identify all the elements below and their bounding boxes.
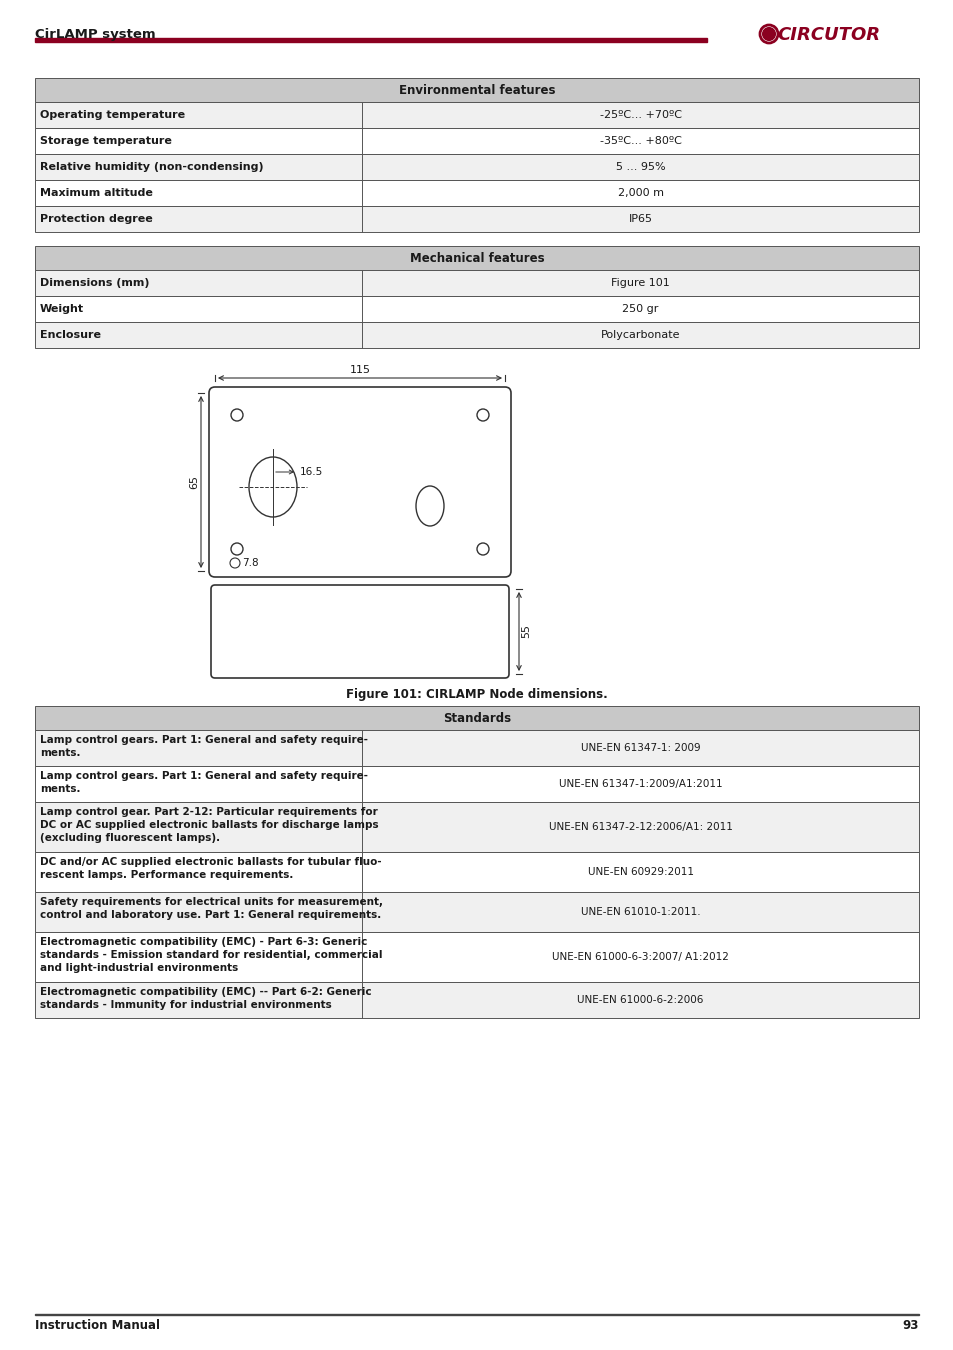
Text: UNE-EN 61000-6-3:2007/ A1:2012: UNE-EN 61000-6-3:2007/ A1:2012 xyxy=(552,952,728,963)
Bar xyxy=(35,706,918,730)
Text: Environmental features: Environmental features xyxy=(398,84,555,96)
Bar xyxy=(35,981,918,1018)
Bar xyxy=(35,38,706,42)
Text: 16.5: 16.5 xyxy=(299,467,323,477)
Text: Figure 101: CIRLAMP Node dimensions.: Figure 101: CIRLAMP Node dimensions. xyxy=(346,688,607,701)
Text: -25ºC... +70ºC: -25ºC... +70ºC xyxy=(598,109,680,120)
FancyBboxPatch shape xyxy=(209,387,511,576)
Text: UNE-EN 61000-6-2:2006: UNE-EN 61000-6-2:2006 xyxy=(577,995,703,1004)
Text: 2,000 m: 2,000 m xyxy=(617,188,663,198)
Text: Relative humidity (non-condensing): Relative humidity (non-condensing) xyxy=(40,162,263,171)
Text: Safety requirements for electrical units for measurement,
control and laboratory: Safety requirements for electrical units… xyxy=(40,896,382,919)
Text: UNE-EN 61347-1: 2009: UNE-EN 61347-1: 2009 xyxy=(580,743,700,753)
Text: Dimensions (mm): Dimensions (mm) xyxy=(40,278,150,288)
Bar xyxy=(35,802,918,852)
Text: Figure 101: Figure 101 xyxy=(611,278,669,288)
Text: Standards: Standards xyxy=(442,711,511,725)
Bar xyxy=(35,892,918,931)
Text: Lamp control gears. Part 1: General and safety require-
ments.: Lamp control gears. Part 1: General and … xyxy=(40,771,368,794)
Bar xyxy=(35,765,918,802)
Bar xyxy=(35,323,918,348)
Text: Polycarbonate: Polycarbonate xyxy=(600,329,679,340)
Circle shape xyxy=(760,26,778,43)
Text: 93: 93 xyxy=(902,1319,918,1332)
Text: Enclosure: Enclosure xyxy=(40,329,101,340)
Text: IP65: IP65 xyxy=(628,215,652,224)
Text: Weight: Weight xyxy=(40,304,84,315)
Text: Operating temperature: Operating temperature xyxy=(40,109,185,120)
Bar xyxy=(35,1314,918,1315)
Text: Protection degree: Protection degree xyxy=(40,215,152,224)
Bar xyxy=(35,931,918,981)
Text: Lamp control gears. Part 1: General and safety require-
ments.: Lamp control gears. Part 1: General and … xyxy=(40,734,368,757)
Text: 5 ... 95%: 5 ... 95% xyxy=(615,162,664,171)
Bar xyxy=(35,103,918,128)
Circle shape xyxy=(231,409,243,421)
Text: 55: 55 xyxy=(520,625,531,639)
Bar xyxy=(35,180,918,207)
Text: Mechanical features: Mechanical features xyxy=(409,251,544,265)
Text: UNE-EN 61010-1:2011.: UNE-EN 61010-1:2011. xyxy=(580,907,700,917)
Text: CirLAMP system: CirLAMP system xyxy=(35,28,155,40)
Circle shape xyxy=(476,543,489,555)
Text: Storage temperature: Storage temperature xyxy=(40,136,172,146)
Bar xyxy=(35,128,918,154)
Circle shape xyxy=(231,543,243,555)
Bar xyxy=(35,852,918,892)
Text: -35ºC... +80ºC: -35ºC... +80ºC xyxy=(599,136,680,146)
Circle shape xyxy=(476,409,489,421)
Bar xyxy=(35,207,918,232)
Text: Lamp control gear. Part 2-12: Particular requirements for
DC or AC supplied elec: Lamp control gear. Part 2-12: Particular… xyxy=(40,807,378,842)
Text: Electromagnetic compatibility (EMC) -- Part 6-2: Generic
standards - Immunity fo: Electromagnetic compatibility (EMC) -- P… xyxy=(40,987,372,1010)
FancyBboxPatch shape xyxy=(211,585,509,678)
Ellipse shape xyxy=(416,486,443,526)
Text: UNE-EN 61347-2-12:2006/A1: 2011: UNE-EN 61347-2-12:2006/A1: 2011 xyxy=(548,822,732,832)
Text: UNE-EN 60929:2011: UNE-EN 60929:2011 xyxy=(587,867,693,878)
Text: 65: 65 xyxy=(189,475,199,489)
Bar xyxy=(35,78,918,103)
Text: 115: 115 xyxy=(349,364,370,375)
Bar xyxy=(35,730,918,765)
Text: Electromagnetic compatibility (EMC) - Part 6-3: Generic
standards - Emission sta: Electromagnetic compatibility (EMC) - Pa… xyxy=(40,937,382,972)
Text: 7.8: 7.8 xyxy=(242,558,258,568)
Circle shape xyxy=(230,558,240,568)
Circle shape xyxy=(762,28,774,40)
Text: 250 gr: 250 gr xyxy=(621,304,658,315)
Bar xyxy=(35,296,918,323)
Text: DC and/or AC supplied electronic ballasts for tubular fluo-
rescent lamps. Perfo: DC and/or AC supplied electronic ballast… xyxy=(40,857,381,880)
Text: Maximum altitude: Maximum altitude xyxy=(40,188,152,198)
Bar xyxy=(35,270,918,296)
Text: UNE-EN 61347-1:2009/A1:2011: UNE-EN 61347-1:2009/A1:2011 xyxy=(558,779,721,788)
Text: CIRCUTOR: CIRCUTOR xyxy=(776,26,880,45)
Text: Instruction Manual: Instruction Manual xyxy=(35,1319,160,1332)
Bar xyxy=(35,246,918,270)
Ellipse shape xyxy=(249,458,296,517)
Bar xyxy=(35,154,918,180)
